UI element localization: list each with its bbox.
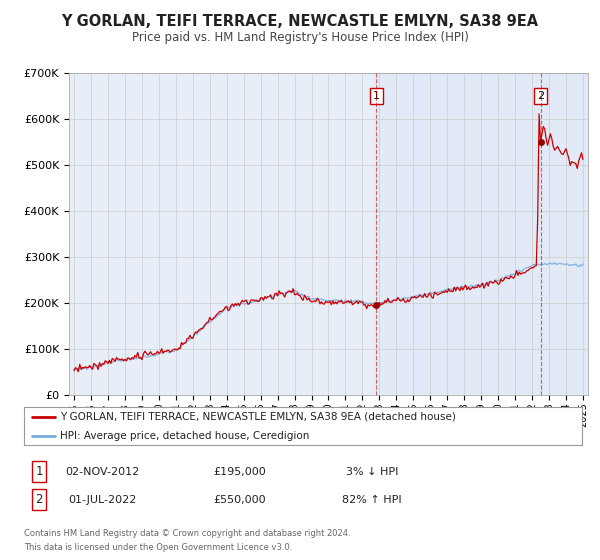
Text: Contains HM Land Registry data © Crown copyright and database right 2024.: Contains HM Land Registry data © Crown c… [24, 529, 350, 538]
Text: This data is licensed under the Open Government Licence v3.0.: This data is licensed under the Open Gov… [24, 543, 292, 552]
Text: £550,000: £550,000 [214, 494, 266, 505]
Bar [376, 73, 588, 395]
Text: Y GORLAN, TEIFI TERRACE, NEWCASTLE EMLYN, SA38 9EA: Y GORLAN, TEIFI TERRACE, NEWCASTLE EMLYN… [61, 14, 539, 29]
Text: 01-JUL-2022: 01-JUL-2022 [68, 494, 136, 505]
Text: Y GORLAN, TEIFI TERRACE, NEWCASTLE EMLYN, SA38 9EA (detached house): Y GORLAN, TEIFI TERRACE, NEWCASTLE EMLYN… [60, 412, 456, 422]
Text: £195,000: £195,000 [214, 466, 266, 477]
Text: 1: 1 [373, 91, 380, 101]
Text: 2: 2 [537, 91, 544, 101]
Text: HPI: Average price, detached house, Ceredigion: HPI: Average price, detached house, Cere… [60, 431, 310, 441]
Text: 3% ↓ HPI: 3% ↓ HPI [346, 466, 398, 477]
Text: 1: 1 [35, 465, 43, 478]
Text: 02-NOV-2012: 02-NOV-2012 [65, 466, 139, 477]
Text: Price paid vs. HM Land Registry's House Price Index (HPI): Price paid vs. HM Land Registry's House … [131, 31, 469, 44]
Text: 2: 2 [35, 493, 43, 506]
Text: 82% ↑ HPI: 82% ↑ HPI [342, 494, 402, 505]
